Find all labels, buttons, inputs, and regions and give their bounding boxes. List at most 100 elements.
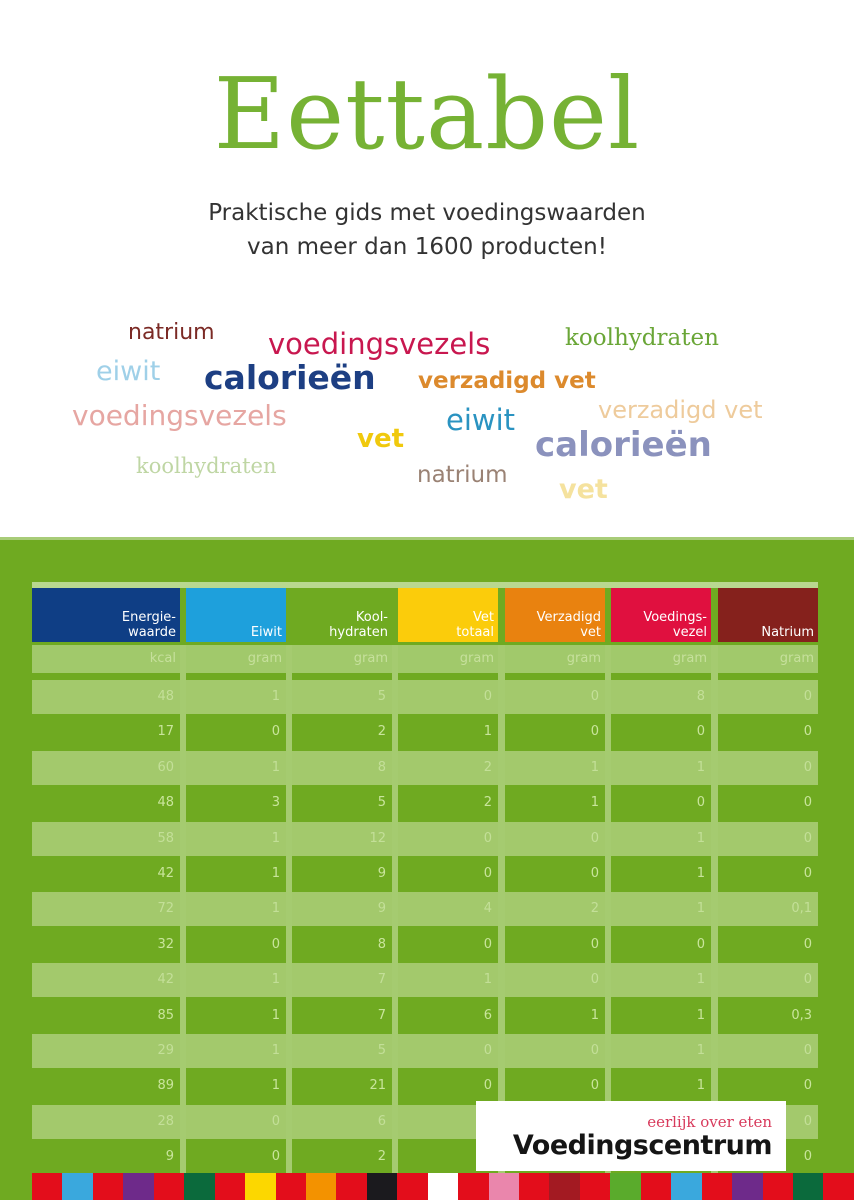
table-cell: 32 xyxy=(32,927,180,962)
table-cell: 0 xyxy=(505,821,605,856)
cloud-word: voedingsvezels xyxy=(268,327,491,361)
table-cell: 1 xyxy=(611,892,711,927)
cloud-word: eiwit xyxy=(96,356,161,387)
table-cell: 7 xyxy=(292,963,392,998)
column-header: Verzadigd vet xyxy=(505,588,605,642)
table-cell: 85 xyxy=(32,998,180,1033)
table-cell: 9 xyxy=(32,1140,180,1175)
cloud-word: voedingsvezels xyxy=(72,399,287,432)
column-header-line1: Kool- xyxy=(355,610,388,625)
table-cell: 8 xyxy=(611,680,711,714)
table-cell: 1 xyxy=(398,715,498,750)
color-stripe xyxy=(184,1173,215,1200)
color-stripe xyxy=(427,1173,459,1200)
table-cell: 0 xyxy=(505,927,605,962)
column-unit: gram xyxy=(611,645,711,673)
table-cell: 0 xyxy=(505,1069,605,1104)
color-stripe xyxy=(397,1173,428,1200)
table-cell: 3 xyxy=(186,786,286,821)
column-header-line1: Vet xyxy=(473,610,494,625)
table-cell: 5 xyxy=(292,1034,392,1068)
table-cell: 0 xyxy=(718,857,818,891)
color-stripe xyxy=(245,1173,276,1200)
cover-subtitle: Praktische gids met voedingswaarden van … xyxy=(0,196,854,264)
color-stripe xyxy=(366,1173,398,1200)
table-cell: 0 xyxy=(398,821,498,856)
table-cell: 0 xyxy=(505,680,605,714)
table-cell: 29 xyxy=(32,1034,180,1068)
table-cell: 0 xyxy=(718,1069,818,1104)
color-stripe xyxy=(792,1173,824,1200)
table-cell: 1 xyxy=(398,963,498,998)
table-cell: 0 xyxy=(186,927,286,962)
color-stripe xyxy=(62,1173,93,1200)
table-cell: 1 xyxy=(186,892,286,927)
table-cell: 0 xyxy=(718,680,818,714)
column-unit: kcal xyxy=(32,645,180,673)
table-cell: 0,1 xyxy=(718,892,818,927)
table-cell: 2 xyxy=(505,892,605,927)
color-stripe xyxy=(549,1173,580,1200)
table-cell: 1 xyxy=(186,680,286,714)
table-cell: 0 xyxy=(718,1034,818,1068)
column-unit: gram xyxy=(505,645,605,673)
column-header: Voedings-vezel xyxy=(611,588,711,642)
color-stripe xyxy=(275,1173,306,1200)
color-stripe xyxy=(610,1173,641,1200)
table-cell: 1 xyxy=(611,821,711,856)
color-stripe xyxy=(153,1173,185,1200)
table-cell: 7 xyxy=(292,998,392,1033)
subtitle-line-1: Praktische gids met voedingswaarden xyxy=(208,200,646,226)
table-cell: 0 xyxy=(718,963,818,998)
table-cell: 12 xyxy=(292,821,392,856)
color-stripe xyxy=(32,1173,63,1200)
table-cell: 2 xyxy=(292,1140,392,1175)
table-cell: 1 xyxy=(505,750,605,785)
table-cell: 28 xyxy=(32,1104,180,1139)
color-stripe xyxy=(214,1173,246,1200)
column-header-line2: waarde xyxy=(128,625,176,640)
column-unit: gram xyxy=(398,645,498,673)
table-cell: 17 xyxy=(32,715,180,750)
subtitle-line-2: van meer dan 1600 producten! xyxy=(247,234,607,260)
table-cell: 1 xyxy=(186,963,286,998)
column-header-line1: Energie- xyxy=(121,610,176,625)
table-cell: 0 xyxy=(718,927,818,962)
column-divider xyxy=(180,645,186,1185)
cloud-word: calorieën xyxy=(204,358,376,397)
column-unit: gram xyxy=(718,645,818,673)
column-header: Kool-hydraten xyxy=(292,588,392,642)
logo-brand: Voedingscentrum xyxy=(512,1130,773,1161)
table-cell: 1 xyxy=(505,786,605,821)
table-cell: 9 xyxy=(292,857,392,891)
color-stripe-bar xyxy=(32,1173,854,1200)
table-cell: 0 xyxy=(186,1140,286,1175)
column-divider xyxy=(286,645,292,1185)
table-cell: 0 xyxy=(505,1034,605,1068)
column-header-line2: Natrium xyxy=(761,625,814,640)
table-cell: 0 xyxy=(398,1034,498,1068)
table-cell: 5 xyxy=(292,786,392,821)
color-stripe xyxy=(305,1173,337,1200)
table-cell: 1 xyxy=(186,998,286,1033)
cloud-word: eiwit xyxy=(446,403,516,437)
color-stripe xyxy=(488,1173,519,1200)
table-cell: 4 xyxy=(398,892,498,927)
table-cell: 89 xyxy=(32,1069,180,1104)
table-cell: 60 xyxy=(32,750,180,785)
table-cell: 0 xyxy=(718,715,818,750)
table-cell: 1 xyxy=(186,1034,286,1068)
table-cell: 1 xyxy=(186,821,286,856)
table-cell: 2 xyxy=(398,750,498,785)
table-cell: 72 xyxy=(32,892,180,927)
column-header-line1: Voedings- xyxy=(643,610,707,625)
table-cell: 5 xyxy=(292,680,392,714)
table-cell: 6 xyxy=(292,1104,392,1139)
cover-title: Eettabel xyxy=(213,58,641,172)
column-header-line2: vezel xyxy=(672,625,707,640)
column-unit: gram xyxy=(292,645,392,673)
table-cell: 0 xyxy=(398,680,498,714)
table-cell: 58 xyxy=(32,821,180,856)
table-cell: 0 xyxy=(186,1104,286,1139)
table-cell: 0 xyxy=(611,927,711,962)
